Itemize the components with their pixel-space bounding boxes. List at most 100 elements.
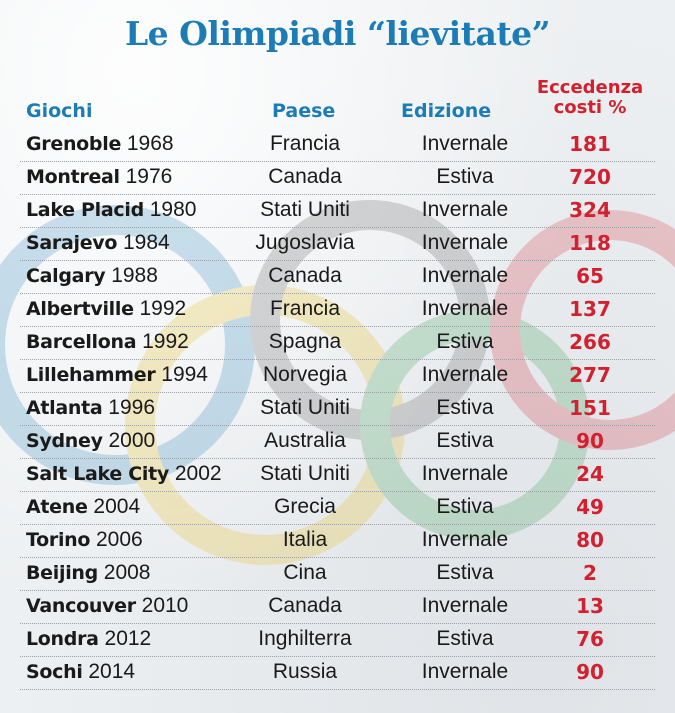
- cell-cost-overrun: 181: [569, 132, 611, 156]
- table-row: Beijing 2008 Cina Estiva 2: [20, 557, 655, 591]
- city-name: Lake Placid: [26, 199, 144, 221]
- year: 2000: [102, 429, 156, 452]
- cell-country: Spagna: [268, 330, 342, 353]
- year: 2012: [98, 627, 152, 650]
- city-name: Lillehammer: [26, 364, 156, 386]
- cell-games: Londra 2012: [26, 627, 151, 651]
- cell-edition: Invernale: [421, 363, 509, 386]
- city-name: Calgary: [26, 265, 106, 287]
- cell-cost-overrun: 76: [576, 627, 604, 651]
- ring-red: [490, 210, 675, 450]
- cell-country: Francia: [269, 132, 341, 155]
- city-name: Sydney: [26, 430, 103, 452]
- cell-cost-overrun: 49: [576, 495, 604, 519]
- header-edition: Edizione: [401, 100, 492, 122]
- year: 2002: [169, 462, 222, 485]
- cell-cost-overrun: 90: [576, 660, 604, 684]
- city-name: Grenoble: [26, 133, 122, 155]
- cell-country: Stati Uniti: [260, 198, 350, 221]
- cell-edition: Estiva: [436, 396, 494, 419]
- cell-edition: Invernale: [421, 231, 509, 254]
- year: 1992: [133, 297, 187, 320]
- cell-country: Canada: [268, 264, 342, 287]
- year: 1988: [105, 264, 158, 287]
- cell-games: Salt Lake City 2002: [26, 462, 222, 486]
- table-row: Vancouver 2010 Canada Invernale 13: [20, 590, 655, 624]
- cell-edition: Invernale: [421, 198, 509, 221]
- cell-cost-overrun: 24: [576, 462, 604, 486]
- cell-games: Beijing 2008: [26, 561, 151, 585]
- page-title: Le Olimpiadi “lievitate”: [124, 14, 551, 53]
- cell-games: Calgary 1988: [26, 264, 158, 288]
- cell-cost-overrun: 2: [583, 561, 597, 585]
- year: 2010: [135, 594, 189, 617]
- table-row: Atene 2004 Grecia Estiva 49: [20, 491, 655, 525]
- cell-country: Francia: [269, 297, 341, 320]
- cell-country: Italia: [282, 528, 328, 551]
- cell-games: Barcellona 1992: [26, 330, 189, 354]
- year: 2004: [87, 495, 141, 518]
- cell-edition: Invernale: [421, 660, 509, 683]
- city-name: Londra: [26, 628, 99, 650]
- year: 1984: [117, 231, 170, 254]
- table-row: Barcellona 1992 Spagna Estiva 266: [20, 326, 655, 360]
- table-row: Salt Lake City 2002 Stati Uniti Invernale 2…: [20, 458, 655, 492]
- cell-edition: Invernale: [421, 528, 509, 551]
- cell-country: Cina: [283, 561, 327, 584]
- cell-games: Sydney 2000: [26, 429, 155, 453]
- cell-edition: Invernale: [421, 594, 509, 617]
- cell-games: Atene 2004: [26, 495, 140, 519]
- cell-edition: Invernale: [421, 297, 509, 320]
- cell-country: Stati Uniti: [260, 396, 350, 419]
- table-row: Montreal 1976 Canada Estiva 720: [20, 161, 655, 195]
- cell-cost-overrun: 13: [576, 594, 604, 618]
- cell-games: Atlanta 1996: [26, 396, 155, 420]
- header-games: Giochi: [26, 100, 93, 122]
- city-name: Barcellona: [26, 331, 137, 353]
- cell-country: Norvegia: [262, 363, 348, 386]
- cell-games: Sarajevo 1984: [26, 231, 170, 255]
- cell-edition: Estiva: [436, 495, 494, 518]
- table-row: Londra 2012 Inghilterra Estiva 76: [20, 623, 655, 657]
- year: 1996: [102, 396, 156, 419]
- year: 2014: [82, 660, 136, 683]
- header-cost-line1: Eccedenza: [536, 77, 644, 98]
- year: 1994: [155, 363, 208, 386]
- cell-country: Russia: [272, 660, 338, 683]
- cell-edition: Estiva: [436, 330, 494, 353]
- cell-country: Canada: [268, 594, 342, 617]
- cell-cost-overrun: 266: [569, 330, 611, 354]
- city-name: Salt Lake City: [26, 463, 169, 485]
- table-row: Calgary 1988 Canada Invernale 65: [20, 260, 655, 294]
- cell-games: Lillehammer 1994: [26, 363, 208, 387]
- year: 1976: [119, 165, 173, 188]
- cell-games: Torino 2006: [26, 528, 143, 552]
- cell-cost-overrun: 90: [576, 429, 604, 453]
- cell-edition: Invernale: [421, 462, 509, 485]
- table-row: Torino 2006 Italia Invernale 80: [20, 524, 655, 558]
- table-row: Sarajevo 1984 Jugoslavia Invernale 118: [20, 227, 655, 261]
- cell-games: Sochi 2014: [26, 660, 135, 684]
- cell-games: Lake Placid 1980: [26, 198, 196, 222]
- cell-cost-overrun: 720: [569, 165, 611, 189]
- header-cost-overrun: Eccedenza costi %: [510, 78, 670, 118]
- cell-country: Inghilterra: [258, 627, 352, 650]
- cell-edition: Estiva: [436, 429, 494, 452]
- ring-blue: [0, 205, 255, 485]
- cell-edition: Estiva: [436, 627, 494, 650]
- city-name: Montreal: [26, 166, 120, 188]
- city-name: Atene: [26, 496, 88, 518]
- table-row: Lake Placid 1980 Stati Uniti Invernale 324: [20, 194, 655, 228]
- cell-country: Grecia: [274, 495, 336, 518]
- table-row: Lillehammer 1994 Norvegia Invernale 277: [20, 359, 655, 393]
- year: 2006: [90, 528, 143, 551]
- cell-cost-overrun: 151: [569, 396, 611, 420]
- city-name: Albertville: [26, 298, 134, 320]
- city-name: Sochi: [26, 661, 83, 683]
- cell-country: Stati Uniti: [260, 462, 350, 485]
- table-row: Sydney 2000 Australia Estiva 90: [20, 425, 655, 459]
- cell-edition: Invernale: [421, 264, 509, 287]
- cell-games: Vancouver 2010: [26, 594, 188, 618]
- table-row: Grenoble 1968 Francia Invernale 181: [20, 128, 655, 162]
